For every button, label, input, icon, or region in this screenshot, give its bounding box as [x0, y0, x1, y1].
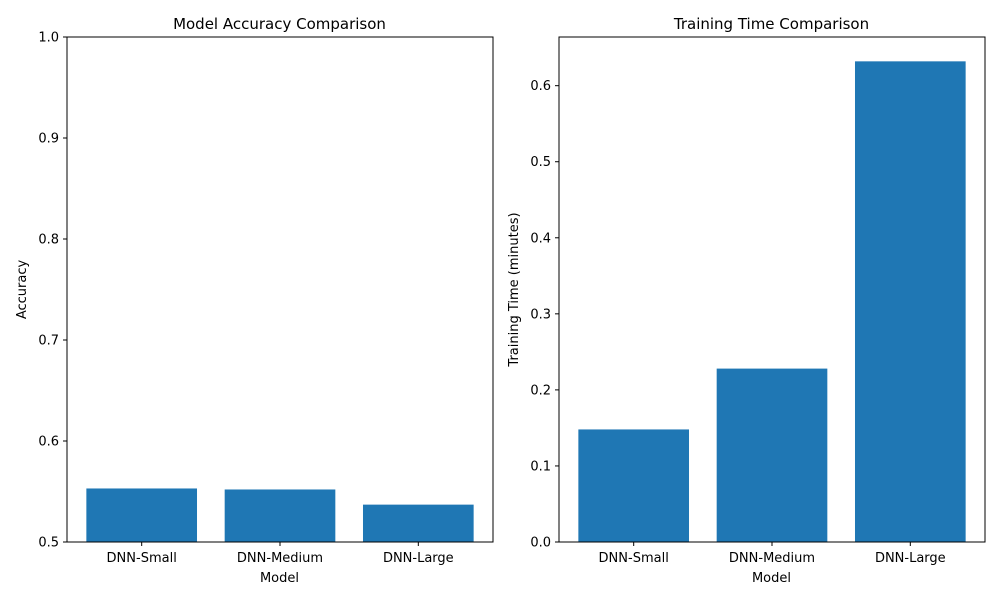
- y-axis-ticks: 0.0 0.1 0.2 0.3 0.4 0.5 0.6: [530, 79, 559, 551]
- bar-dnn-large: [362, 504, 474, 542]
- x-tick-label: DNN-Large: [875, 551, 946, 566]
- bars: [578, 61, 966, 543]
- chart-title: Training Time Comparison: [673, 15, 869, 33]
- accuracy-chart: Model Accuracy Comparison 0.50.60.70.80.…: [15, 15, 494, 586]
- y-tick-label: 0.8: [38, 233, 59, 248]
- bar-dnn-small: [578, 429, 690, 542]
- y-tick-label: 0.0: [530, 536, 551, 551]
- y-tick-label: 0.3: [530, 307, 551, 322]
- y-tick-label: 0.2: [530, 383, 551, 398]
- y-tick-label: 0.1: [530, 459, 551, 474]
- bars: [86, 488, 474, 542]
- bar-dnn-medium: [716, 368, 828, 542]
- y-tick-label: 0.4: [530, 231, 551, 246]
- y-tick-label: 1.0: [38, 31, 59, 46]
- x-axis-label: Model: [260, 571, 299, 586]
- x-tick-label: DNN-Small: [599, 551, 669, 566]
- y-tick-label: 0.5: [38, 536, 59, 551]
- x-tick-label: DNN-Large: [383, 551, 454, 566]
- x-axis-ticks: DNN-Small DNN-Medium DNN-Large: [599, 542, 946, 566]
- y-axis-label: Accuracy: [15, 260, 30, 320]
- y-axis-label: Training Time (minutes): [507, 212, 522, 367]
- y-tick-label: 0.5: [530, 155, 551, 170]
- bar-dnn-medium: [224, 489, 336, 542]
- y-tick-label: 0.6: [38, 435, 59, 450]
- y-tick-label: 0.7: [38, 334, 59, 349]
- chart-title: Model Accuracy Comparison: [173, 15, 386, 33]
- y-axis-ticks: 0.5 0.6 0.7 0.8 0.9 1.0: [38, 31, 67, 551]
- x-axis-ticks: DNN-Small DNN-Medium DNN-Large: [107, 542, 454, 566]
- bar-dnn-large: [854, 61, 966, 543]
- x-axis-label: Model: [752, 571, 791, 586]
- y-tick-label: 0.6: [530, 79, 551, 94]
- training-time-chart: Training Time Comparison 0.0 0.1 0.2 0.3 0.4…: [507, 15, 986, 586]
- x-tick-label: DNN-Medium: [729, 551, 815, 566]
- bar-dnn-small: [86, 488, 198, 542]
- x-tick-label: DNN-Medium: [237, 551, 323, 566]
- y-tick-label: 0.9: [38, 132, 59, 147]
- x-tick-label: DNN-Small: [107, 551, 177, 566]
